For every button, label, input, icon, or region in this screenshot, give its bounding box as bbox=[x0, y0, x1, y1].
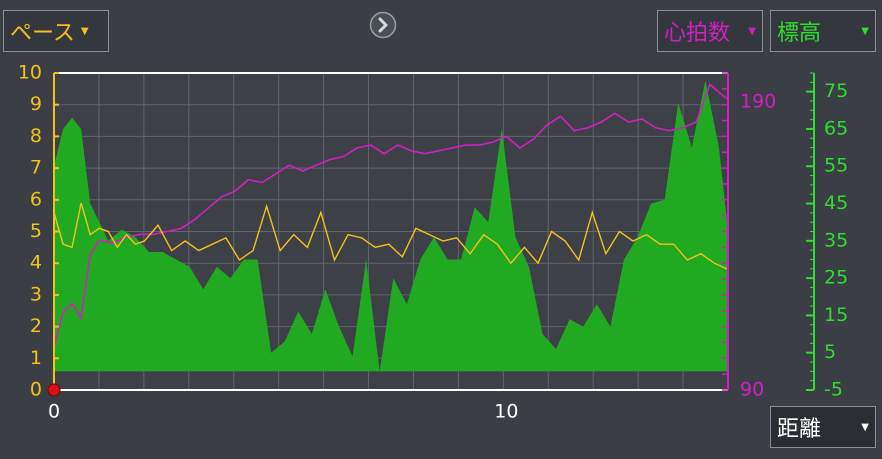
grid bbox=[54, 73, 728, 390]
elevation-tick-label: 15 bbox=[824, 304, 848, 326]
pace-tick-label: 8 bbox=[30, 125, 42, 147]
chevron-down-icon: ▼ bbox=[80, 25, 89, 37]
pace-tick-label: 0 bbox=[30, 379, 42, 401]
elevation-tick-label: 65 bbox=[824, 117, 848, 139]
plot-background bbox=[54, 73, 728, 390]
pace-tick-label: 3 bbox=[30, 283, 42, 305]
chevron-down-icon: ▼ bbox=[748, 25, 756, 37]
chevron-down-icon: ▼ bbox=[861, 421, 869, 433]
pace-tick-label: 6 bbox=[30, 188, 42, 210]
elevation-tick-label: 75 bbox=[824, 80, 848, 102]
pace-tick-label: 2 bbox=[30, 315, 42, 337]
elevation-tick-label: 25 bbox=[824, 267, 848, 289]
x-axis-select-label: 距離 bbox=[777, 417, 822, 442]
hr-tick-label: 190 bbox=[740, 90, 776, 112]
pace-tick-label: 4 bbox=[30, 252, 42, 274]
elevation-select-label: 標高 bbox=[777, 21, 822, 46]
pace-tick-label: 10 bbox=[18, 62, 42, 84]
hr-tick-label: 90 bbox=[740, 379, 764, 401]
pace-line bbox=[53, 202, 729, 271]
distance-tick-label: 10 bbox=[494, 401, 518, 423]
heart-rate-select-label: 心拍数 bbox=[664, 21, 731, 46]
elevation-tick-label: 35 bbox=[824, 229, 848, 251]
position-marker bbox=[47, 383, 61, 397]
pace-select[interactable]: ペース ▼ bbox=[3, 10, 109, 52]
plot-frame bbox=[53, 72, 815, 391]
heart-rate-line bbox=[53, 83, 729, 347]
elevation-select[interactable]: 標高 ▼ bbox=[770, 10, 876, 52]
pace-tick-label: 7 bbox=[30, 157, 42, 179]
next-arrow-icon[interactable] bbox=[369, 11, 397, 39]
elevation-area bbox=[54, 80, 728, 372]
elevation-tick-label: -5 bbox=[824, 379, 843, 401]
pace-tick-label: 9 bbox=[30, 93, 42, 115]
chevron-down-icon: ▼ bbox=[861, 25, 869, 37]
heart-rate-select[interactable]: 心拍数 ▼ bbox=[657, 10, 763, 52]
pace-tick-label: 1 bbox=[30, 347, 42, 369]
pace-select-label: ペース bbox=[10, 21, 75, 46]
elevation-tick-label: 45 bbox=[824, 192, 848, 214]
elevation-tick-label: 5 bbox=[824, 341, 836, 363]
elevation-tick-label: 55 bbox=[824, 155, 848, 177]
distance-tick-label: 0 bbox=[48, 401, 60, 423]
pace-tick-label: 5 bbox=[30, 220, 42, 242]
x-axis-select[interactable]: 距離 ▼ bbox=[770, 406, 876, 448]
